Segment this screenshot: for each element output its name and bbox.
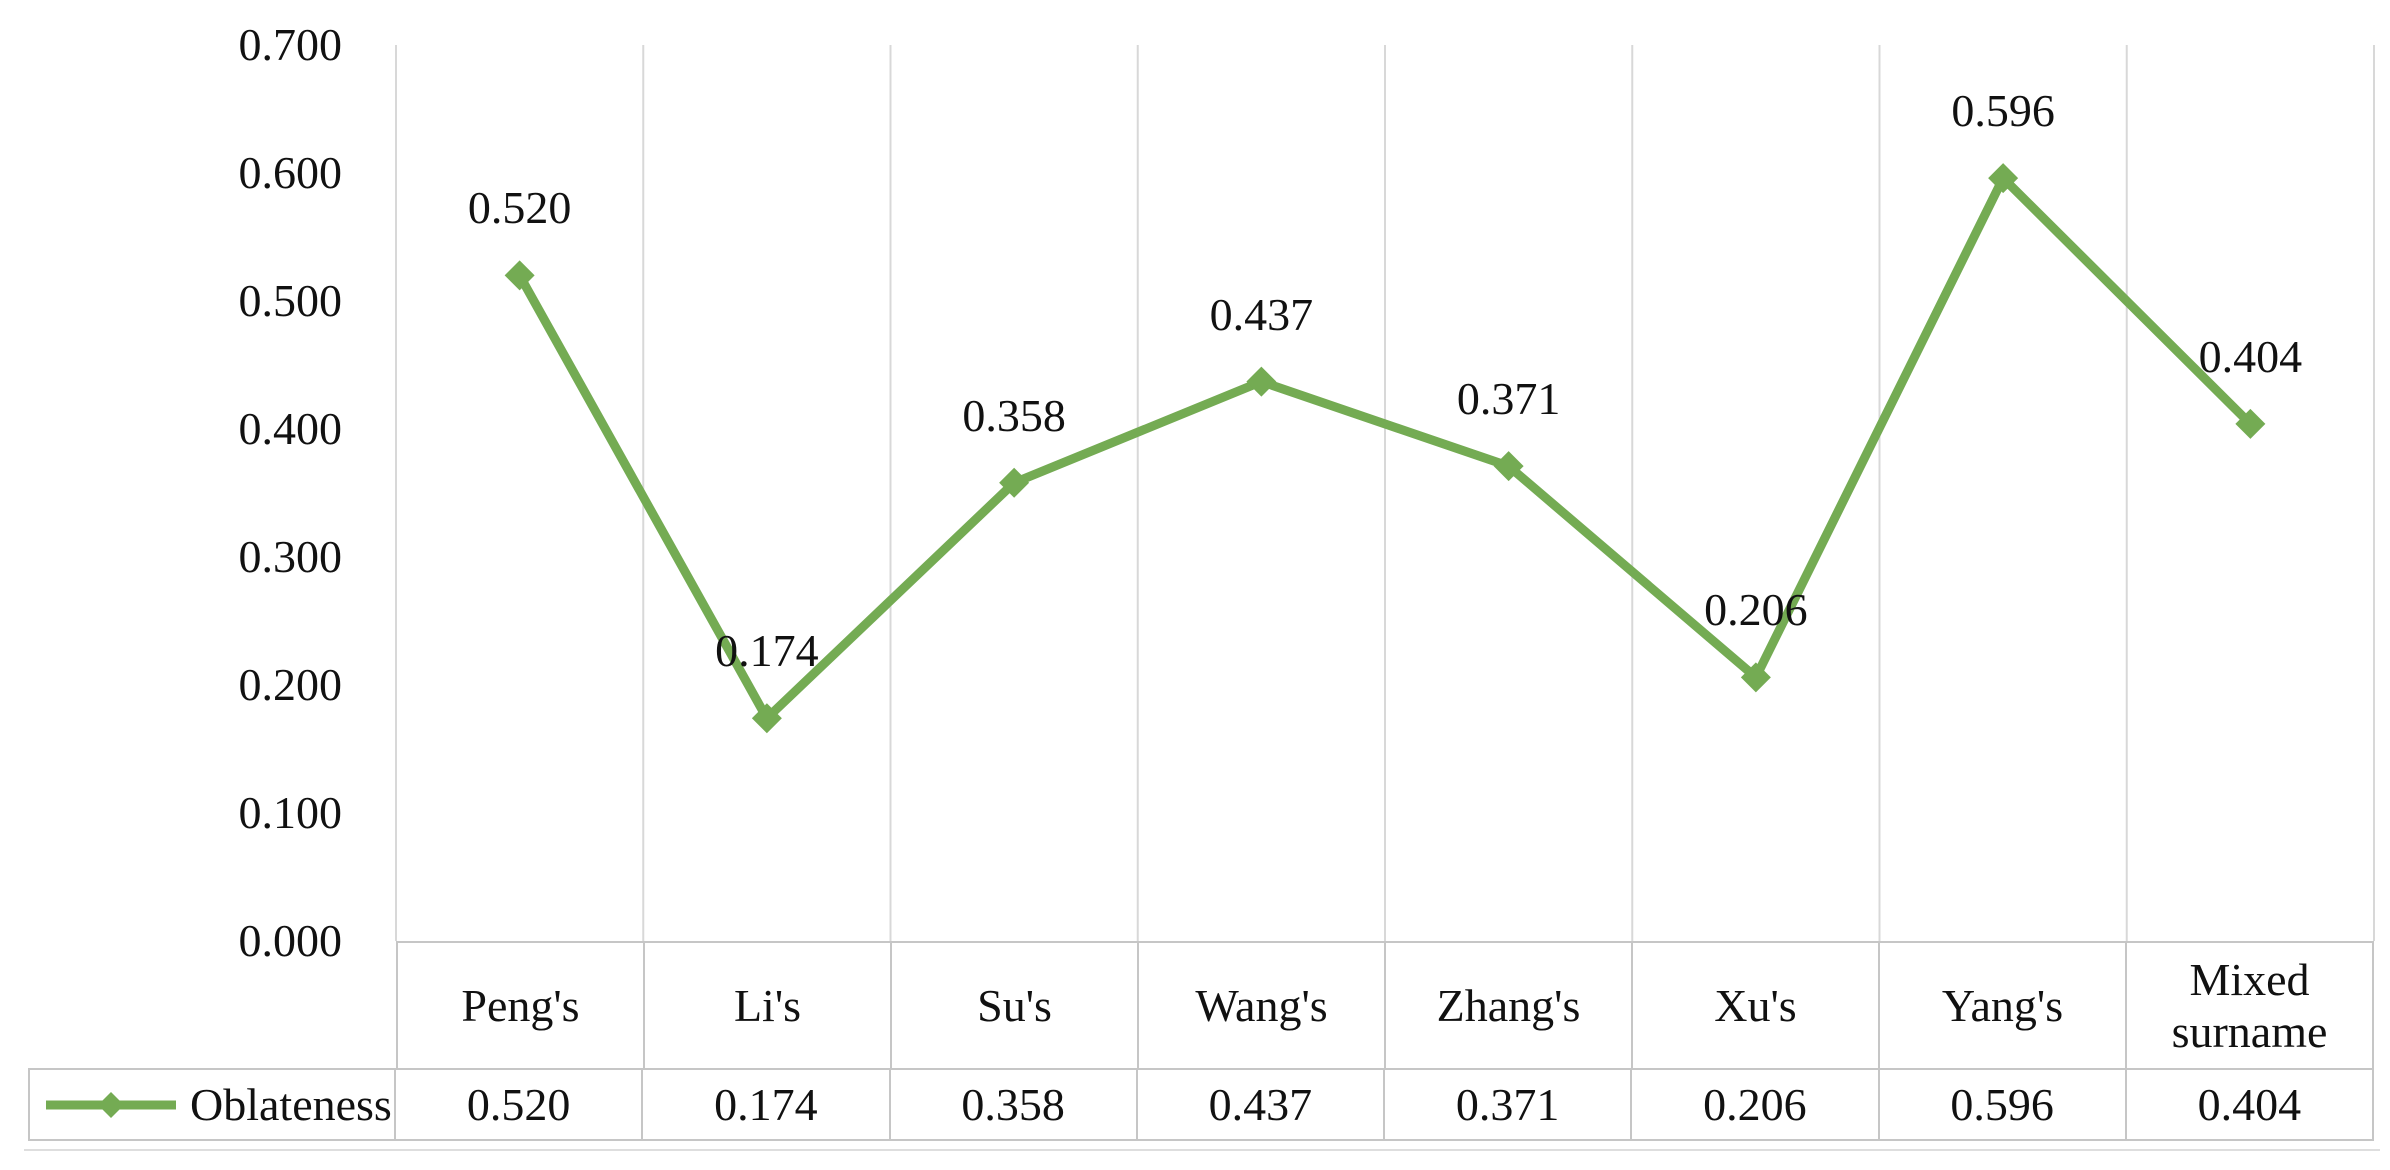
value-cell: 0.596 [1880,1070,2127,1139]
y-axis-tick-label: 0.500 [238,275,343,326]
data-point-value-label: 0.404 [2198,330,2303,382]
value-cell: 0.437 [1138,1070,1385,1139]
data-point-marker [1740,662,1771,693]
data-point-marker [999,467,1030,498]
data-point-marker [1246,366,1277,397]
value-cell: 0.358 [891,1070,1138,1139]
value-cell: 0.371 [1385,1070,1633,1139]
data-point-value-label: 0.437 [1209,288,1314,340]
category-header-cell: Mixed surname [2127,943,2374,1068]
value-cell: 0.174 [643,1070,891,1139]
y-axis-tick-label: 0.100 [238,787,343,838]
data-point-value-label: 0.206 [1704,584,1808,636]
category-header-cell: Su's [892,943,1139,1068]
value-cell: 0.520 [396,1070,644,1139]
data-point-value-label: 0.596 [1951,85,2055,137]
data-point-marker [1493,451,1524,482]
legend-key-diamond [98,1091,124,1118]
table-bottom-double-rule [24,1149,2380,1151]
legend-line-marker-icon [46,1091,176,1118]
category-header-cell: Peng's [398,943,645,1068]
data-table-category-row: Peng's Li's Su's Wang's Zhang's Xu's Yang's Mix… [396,941,2374,1068]
category-header-cell: Xu's [1633,943,1880,1068]
legend-cell: Oblateness [30,1070,396,1139]
value-cell: 0.404 [2197,1079,2302,1130]
data-point-value-label: 0.174 [715,625,819,677]
data-point-value-label: 0.358 [962,389,1066,441]
y-axis-tick-label: 0.000 [238,915,343,966]
data-point-marker [1988,163,2019,194]
y-axis-tick-label: 0.200 [238,659,343,710]
data-table-value-row: Oblateness 0.520 0.174 0.358 0.437 0.371 0.20… [28,1068,2374,1141]
category-header-cell: Wang's [1139,943,1386,1068]
oblateness-series-line [515,170,2254,726]
category-header-cell: Li's [645,943,892,1068]
y-axis-tick-label: 0.600 [238,147,343,198]
category-header-cell: Yang's [1880,943,2127,1068]
data-point-value-label: 0.520 [467,182,572,234]
plot-area [395,45,2375,941]
data-point-marker [751,703,782,734]
y-axis-tick-label: 0.700 [238,19,343,70]
y-axis-tick-label: 0.400 [238,403,343,454]
data-point-marker [2235,408,2266,439]
data-point-value-label: 0.371 [1456,373,1561,425]
value-cell: 0.206 [1632,1070,1880,1139]
legend-label: Oblateness [190,1078,392,1130]
y-axis-tick-label: 0.300 [238,531,343,582]
category-header-cell: Zhang's [1386,943,1633,1068]
data-point-marker [504,260,535,291]
